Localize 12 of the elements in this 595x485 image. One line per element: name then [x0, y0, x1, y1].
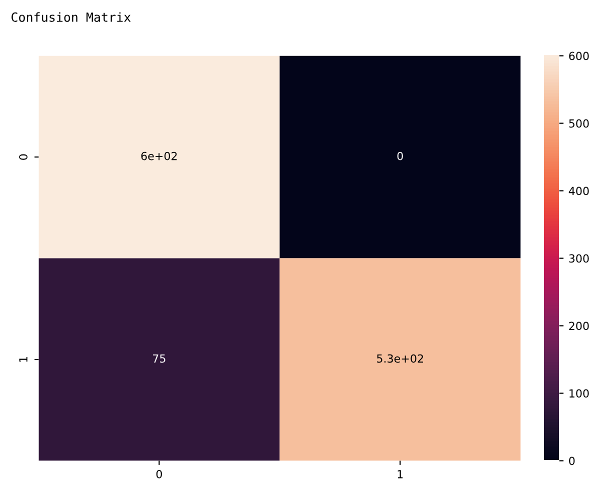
color-bar-label: 300: [569, 254, 589, 263]
color-bar-label: 600: [569, 52, 589, 60]
color-bar-label: 500: [569, 119, 589, 128]
color-bar-label: 200: [569, 322, 589, 330]
color-bar-label: 100: [570, 389, 589, 398]
color-bar-label: 0: [569, 456, 575, 466]
color-bar-label: 400: [568, 186, 589, 196]
data-label: 6e+02: [141, 152, 177, 160]
data-label: 75: [153, 354, 166, 363]
data-label: 5.3e+02: [377, 354, 423, 363]
chart-title: Confusion Matrix: [12, 12, 131, 22]
data-label: 0: [397, 152, 403, 160]
